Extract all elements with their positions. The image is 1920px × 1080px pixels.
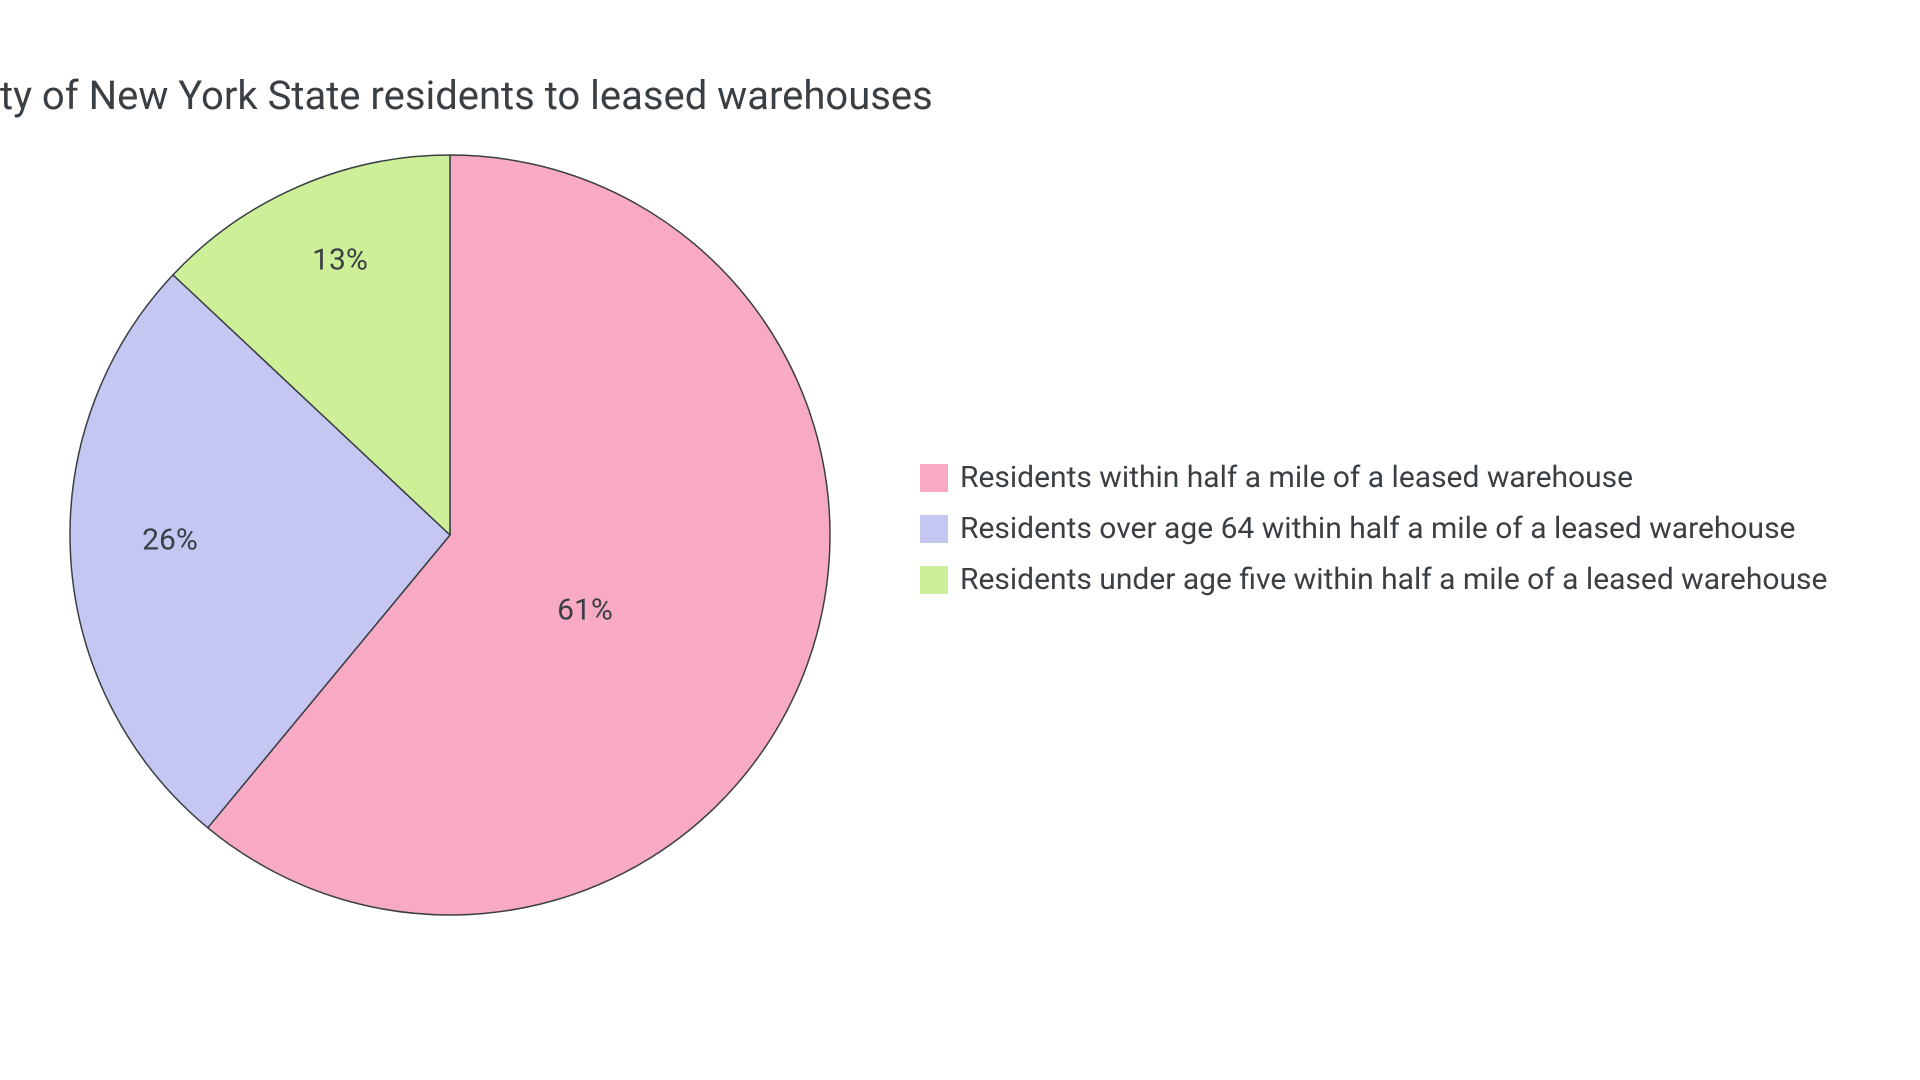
legend-label: Residents under age five within half a m… — [960, 562, 1827, 597]
legend: Residents within half a mile of a leased… — [920, 460, 1827, 597]
pie-slice-label: 13% — [312, 243, 368, 278]
legend-item: Residents within half a mile of a leased… — [920, 460, 1827, 495]
legend-swatch — [920, 515, 948, 543]
pie-slice-label: 61% — [557, 593, 613, 628]
chart-container: ty of New York State residents to leased… — [0, 0, 1920, 1080]
legend-item: Residents over age 64 within half a mile… — [920, 511, 1827, 546]
legend-swatch — [920, 464, 948, 492]
legend-item: Residents under age five within half a m… — [920, 562, 1827, 597]
chart-title: ty of New York State residents to leased… — [0, 72, 933, 119]
legend-swatch — [920, 566, 948, 594]
legend-label: Residents within half a mile of a leased… — [960, 460, 1633, 495]
legend-label: Residents over age 64 within half a mile… — [960, 511, 1795, 546]
pie-slice-label: 26% — [142, 523, 198, 558]
